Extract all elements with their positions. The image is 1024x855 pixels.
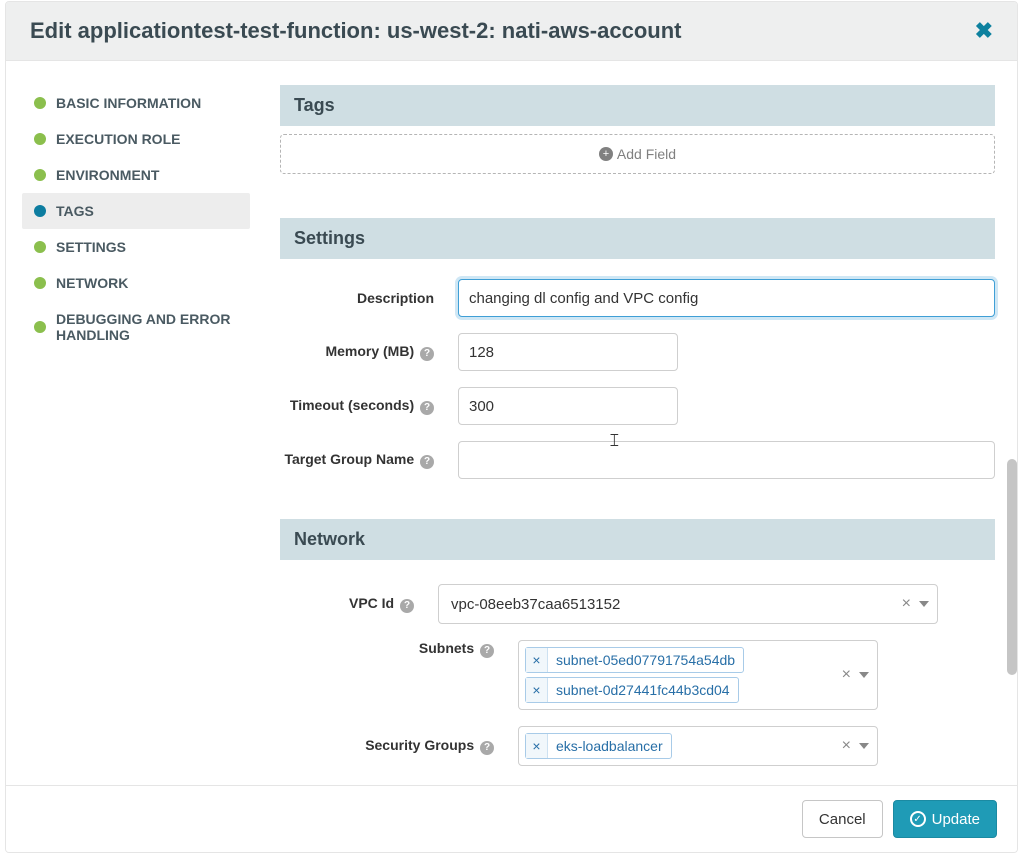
main-content: Tags + Add Field Settings Description Me… bbox=[250, 85, 1001, 785]
select-actions: × bbox=[902, 595, 929, 613]
sidebar-item-debugging[interactable]: DEBUGGING AND ERROR HANDLING bbox=[22, 301, 250, 353]
row-vpc: VPC Id ? vpc-08eeb37caa6513152 × bbox=[280, 584, 995, 624]
label-memory: Memory (MB) ? bbox=[280, 343, 440, 361]
modal-title: Edit applicationtest-test-function: us-w… bbox=[30, 18, 681, 44]
sidebar-item-execution-role[interactable]: EXECUTION ROLE bbox=[22, 121, 250, 157]
sidebar-item-label: TAGS bbox=[56, 203, 94, 219]
remove-tag-icon[interactable]: × bbox=[526, 678, 548, 702]
clear-icon[interactable]: × bbox=[902, 595, 911, 613]
sidebar-item-label: SETTINGS bbox=[56, 239, 126, 255]
sidebar-item-label: ENVIRONMENT bbox=[56, 167, 159, 183]
select-actions: × bbox=[842, 737, 871, 755]
row-target-group: Target Group Name ? 𝙸 bbox=[280, 441, 995, 479]
status-dot-icon bbox=[34, 133, 46, 145]
modal-footer: Cancel ✓ Update bbox=[6, 785, 1017, 852]
sidebar-item-basic-information[interactable]: BASIC INFORMATION bbox=[22, 85, 250, 121]
check-icon: ✓ bbox=[910, 811, 926, 827]
memory-input[interactable] bbox=[458, 333, 678, 371]
vpc-select[interactable]: vpc-08eeb37caa6513152 × bbox=[438, 584, 938, 624]
add-field-button[interactable]: + Add Field bbox=[280, 134, 995, 174]
label-description: Description bbox=[280, 290, 440, 306]
subnet-tag: × subnet-05ed07791754a54db bbox=[525, 647, 744, 673]
network-body: VPC Id ? vpc-08eeb37caa6513152 × Subnets bbox=[280, 560, 995, 776]
chevron-down-icon[interactable] bbox=[859, 672, 869, 678]
status-dot-icon bbox=[34, 241, 46, 253]
timeout-input[interactable] bbox=[458, 387, 678, 425]
security-groups-multiselect[interactable]: × eks-loadbalancer × bbox=[518, 726, 878, 766]
vpc-value: vpc-08eeb37caa6513152 bbox=[447, 596, 902, 613]
sidebar: BASIC INFORMATION EXECUTION ROLE ENVIRON… bbox=[22, 85, 250, 785]
update-button[interactable]: ✓ Update bbox=[893, 800, 997, 838]
section-header-tags: Tags bbox=[280, 85, 995, 126]
help-icon[interactable]: ? bbox=[420, 347, 434, 361]
help-icon[interactable]: ? bbox=[480, 741, 494, 755]
remove-tag-icon[interactable]: × bbox=[526, 734, 548, 758]
help-icon[interactable]: ? bbox=[420, 455, 434, 469]
row-memory: Memory (MB) ? bbox=[280, 333, 995, 371]
settings-body: Description Memory (MB) ? Timeout (secon… bbox=[280, 259, 995, 489]
help-icon[interactable]: ? bbox=[480, 644, 494, 658]
sidebar-item-network[interactable]: NETWORK bbox=[22, 265, 250, 301]
row-security-groups: Security Groups ? × eks-loadbalancer × bbox=[280, 726, 995, 766]
status-dot-icon bbox=[34, 97, 46, 109]
edit-function-modal: Edit applicationtest-test-function: us-w… bbox=[5, 1, 1018, 853]
subnets-multiselect[interactable]: × subnet-05ed07791754a54db × subnet-0d27… bbox=[518, 640, 878, 710]
sidebar-item-environment[interactable]: ENVIRONMENT bbox=[22, 157, 250, 193]
sidebar-item-label: EXECUTION ROLE bbox=[56, 131, 180, 147]
sg-tag: × eks-loadbalancer bbox=[525, 733, 672, 759]
add-field-label: Add Field bbox=[617, 146, 676, 162]
row-subnets: Subnets ? × subnet-05ed07791754a54db × s… bbox=[280, 640, 995, 710]
sidebar-item-label: DEBUGGING AND ERROR HANDLING bbox=[56, 311, 238, 343]
row-description: Description bbox=[280, 279, 995, 317]
subnet-tag: × subnet-0d27441fc44b3cd04 bbox=[525, 677, 739, 703]
label-security-groups: Security Groups ? bbox=[280, 737, 500, 755]
row-timeout: Timeout (seconds) ? bbox=[280, 387, 995, 425]
chevron-down-icon[interactable] bbox=[919, 601, 929, 607]
help-icon[interactable]: ? bbox=[420, 401, 434, 415]
remove-tag-icon[interactable]: × bbox=[526, 648, 548, 672]
label-timeout: Timeout (seconds) ? bbox=[280, 397, 440, 415]
status-dot-icon bbox=[34, 277, 46, 289]
sidebar-item-tags[interactable]: TAGS bbox=[22, 193, 250, 229]
close-icon[interactable]: ✖ bbox=[975, 20, 993, 42]
select-actions: × bbox=[842, 666, 871, 684]
status-dot-icon bbox=[34, 321, 46, 333]
tag-label: subnet-0d27441fc44b3cd04 bbox=[548, 682, 738, 698]
tag-label: eks-loadbalancer bbox=[548, 738, 671, 754]
modal-body: BASIC INFORMATION EXECUTION ROLE ENVIRON… bbox=[6, 61, 1017, 785]
sidebar-item-label: NETWORK bbox=[56, 275, 128, 291]
chevron-down-icon[interactable] bbox=[859, 743, 869, 749]
sidebar-item-label: BASIC INFORMATION bbox=[56, 95, 201, 111]
label-subnets: Subnets ? bbox=[280, 640, 500, 658]
subnets-tags: × subnet-05ed07791754a54db × subnet-0d27… bbox=[525, 647, 842, 703]
section-header-network: Network bbox=[280, 519, 995, 560]
tag-label: subnet-05ed07791754a54db bbox=[548, 652, 743, 668]
label-vpc: VPC Id ? bbox=[280, 595, 420, 613]
scrollbar-thumb[interactable] bbox=[1007, 459, 1017, 675]
status-dot-icon bbox=[34, 169, 46, 181]
cancel-button[interactable]: Cancel bbox=[802, 800, 883, 838]
status-dot-icon bbox=[34, 205, 46, 217]
modal-header: Edit applicationtest-test-function: us-w… bbox=[6, 2, 1017, 61]
description-input[interactable] bbox=[458, 279, 995, 317]
clear-icon[interactable]: × bbox=[842, 666, 851, 684]
clear-icon[interactable]: × bbox=[842, 737, 851, 755]
section-header-settings: Settings bbox=[280, 218, 995, 259]
help-icon[interactable]: ? bbox=[400, 599, 414, 613]
label-target-group: Target Group Name ? bbox=[280, 451, 440, 469]
sg-tags: × eks-loadbalancer bbox=[525, 733, 842, 759]
target-group-input[interactable] bbox=[458, 441, 995, 479]
plus-icon: + bbox=[599, 147, 613, 161]
sidebar-item-settings[interactable]: SETTINGS bbox=[22, 229, 250, 265]
